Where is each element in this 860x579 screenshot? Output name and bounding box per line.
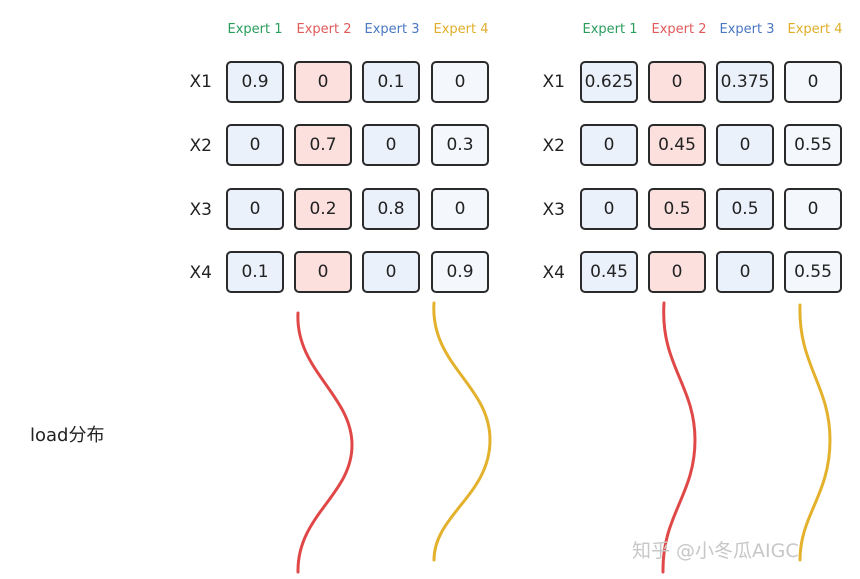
- left-header-expert-3: Expert 3: [364, 22, 420, 37]
- watermark: 知乎 @小冬瓜AIGC: [632, 540, 799, 562]
- right-cell-x3-e3: 0.5: [716, 188, 774, 230]
- left-cell-x1-e4: 0: [431, 61, 489, 103]
- left-header-expert-4: Expert 4: [433, 22, 489, 37]
- right-header-expert-4: Expert 4: [787, 22, 843, 37]
- right-cell-x1-e3: 0.375: [716, 61, 774, 103]
- left-expert-4-load-curve: [432, 301, 492, 562]
- right-cell-x3-e4: 0: [784, 188, 842, 230]
- right-cell-x1-e4: 0: [784, 61, 842, 103]
- left-cell-x2-e4: 0.3: [431, 124, 489, 166]
- right-cell-x4-e1: 0.45: [580, 251, 638, 293]
- right-cell-x3-e2: 0.5: [648, 188, 706, 230]
- left-cell-x4-e1: 0.1: [226, 251, 284, 293]
- left-cell-x2-e1: 0: [226, 124, 284, 166]
- left-header-expert-2: Expert 2: [296, 22, 352, 37]
- left-header-expert-1: Expert 1: [227, 22, 283, 37]
- right-cell-x1-e1: 0.625: [580, 61, 638, 103]
- left-cell-x2-e3: 0: [362, 124, 420, 166]
- left-expert-2-load-curve: [296, 311, 354, 574]
- left-cell-x3-e1: 0: [226, 188, 284, 230]
- left-cell-x1-e3: 0.1: [362, 61, 420, 103]
- right-cell-x2-e4: 0.55: [784, 124, 842, 166]
- right-cell-x4-e3: 0: [716, 251, 774, 293]
- left-cell-x1-e1: 0.9: [226, 61, 284, 103]
- left-cell-x4-e4: 0.9: [431, 251, 489, 293]
- right-row-label-x4: X4: [542, 263, 565, 283]
- left-row-label-x1: X1: [189, 72, 212, 92]
- left-cell-x3-e2: 0.2: [294, 188, 352, 230]
- left-row-label-x3: X3: [189, 200, 212, 220]
- left-row-label-x4: X4: [189, 263, 212, 283]
- right-cell-x1-e2: 0: [648, 61, 706, 103]
- right-row-label-x2: X2: [542, 136, 565, 156]
- left-cell-x2-e2: 0.7: [294, 124, 352, 166]
- right-header-expert-3: Expert 3: [719, 22, 775, 37]
- left-cell-x4-e2: 0: [294, 251, 352, 293]
- right-row-label-x3: X3: [542, 200, 565, 220]
- right-expert-2-load-curve: [661, 301, 697, 574]
- right-cell-x2-e2: 0.45: [648, 124, 706, 166]
- right-header-expert-1: Expert 1: [582, 22, 638, 37]
- load-distribution-label: load分布: [30, 425, 105, 446]
- right-cell-x2-e3: 0: [716, 124, 774, 166]
- left-cell-x3-e3: 0.8: [362, 188, 420, 230]
- right-header-expert-2: Expert 2: [651, 22, 707, 37]
- left-cell-x1-e2: 0: [294, 61, 352, 103]
- left-row-label-x2: X2: [189, 136, 212, 156]
- left-cell-x4-e3: 0: [362, 251, 420, 293]
- left-cell-x3-e4: 0: [431, 188, 489, 230]
- right-cell-x3-e1: 0: [580, 188, 638, 230]
- right-cell-x4-e2: 0: [648, 251, 706, 293]
- right-row-label-x1: X1: [542, 72, 565, 92]
- right-expert-4-load-curve: [798, 303, 832, 562]
- right-cell-x2-e1: 0: [580, 124, 638, 166]
- right-cell-x4-e4: 0.55: [784, 251, 842, 293]
